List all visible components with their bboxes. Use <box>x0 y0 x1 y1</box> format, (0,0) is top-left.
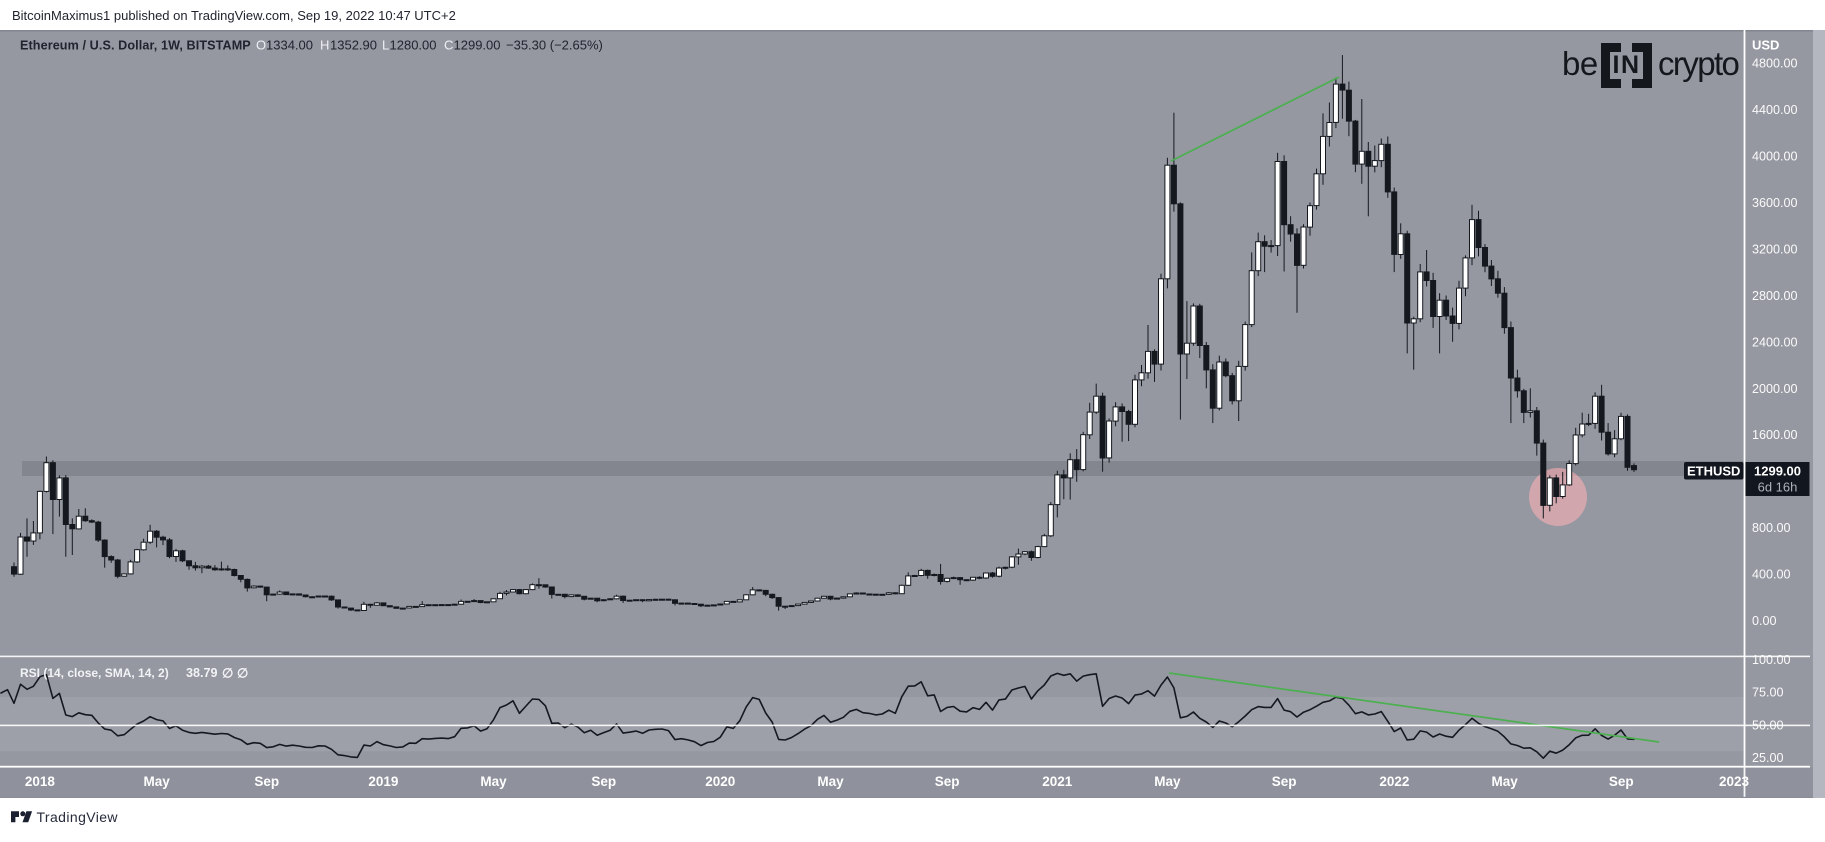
svg-text:Sep: Sep <box>935 774 960 789</box>
svg-text:2019: 2019 <box>368 774 398 789</box>
svg-text:0.00: 0.00 <box>1752 614 1777 628</box>
svg-text:Sep: Sep <box>1272 774 1297 789</box>
svg-text:4800.00: 4800.00 <box>1752 57 1798 71</box>
svg-text:1280.00: 1280.00 <box>390 38 437 53</box>
svg-text:2800.00: 2800.00 <box>1752 289 1798 303</box>
svg-text:2023: 2023 <box>1719 774 1750 789</box>
svg-text:75.00: 75.00 <box>1752 686 1784 700</box>
svg-text:RSI (14, close, SMA, 14, 2): RSI (14, close, SMA, 14, 2) <box>20 666 169 680</box>
svg-text:L: L <box>382 38 389 53</box>
svg-text:2000.00: 2000.00 <box>1752 382 1798 396</box>
svg-text:38.79: 38.79 <box>186 666 218 680</box>
svg-text:∅: ∅ <box>237 666 248 681</box>
svg-text:crypto: crypto <box>1658 45 1739 82</box>
svg-text:H: H <box>320 38 329 53</box>
svg-text:1299.00: 1299.00 <box>454 38 501 53</box>
svg-text:May: May <box>817 774 844 789</box>
svg-text:3200.00: 3200.00 <box>1752 242 1798 256</box>
svg-text:Sep: Sep <box>591 774 616 789</box>
svg-text:4000.00: 4000.00 <box>1752 149 1798 163</box>
svg-text:May: May <box>1154 774 1181 789</box>
svg-text:ETHUSD: ETHUSD <box>1687 464 1740 479</box>
svg-text:1299.00: 1299.00 <box>1754 464 1801 479</box>
svg-text:−35.30 (−2.65%): −35.30 (−2.65%) <box>506 38 603 53</box>
svg-text:800.00: 800.00 <box>1752 521 1791 535</box>
svg-text:4400.00: 4400.00 <box>1752 103 1798 117</box>
svg-text:50.00: 50.00 <box>1752 719 1784 733</box>
svg-text:2021: 2021 <box>1042 774 1073 789</box>
svg-text:O: O <box>256 38 266 53</box>
svg-text:Sep: Sep <box>254 774 279 789</box>
svg-text:1600.00: 1600.00 <box>1752 428 1798 442</box>
svg-text:2018: 2018 <box>25 774 56 789</box>
svg-text:1334.00: 1334.00 <box>266 38 313 53</box>
svg-text:May: May <box>143 774 170 789</box>
svg-text:TradingView: TradingView <box>37 809 119 825</box>
svg-text:C: C <box>444 38 453 53</box>
svg-text:be: be <box>1562 45 1598 82</box>
svg-text:USD: USD <box>1752 38 1779 53</box>
svg-text:1352.90: 1352.90 <box>330 38 377 53</box>
svg-text:2020: 2020 <box>705 774 735 789</box>
svg-text:2022: 2022 <box>1379 774 1409 789</box>
svg-text:6d 16h: 6d 16h <box>1758 480 1798 495</box>
svg-text:25.00: 25.00 <box>1752 751 1784 765</box>
svg-text:May: May <box>1491 774 1518 789</box>
svg-text:400.00: 400.00 <box>1752 568 1791 582</box>
svg-text:Ethereum / U.S. Dollar, 1W, BI: Ethereum / U.S. Dollar, 1W, BITSTAMP <box>20 39 251 53</box>
svg-text:IN: IN <box>1613 51 1641 79</box>
svg-text:Sep: Sep <box>1609 774 1634 789</box>
svg-text:BitcoinMaximus1 published on T: BitcoinMaximus1 published on TradingView… <box>12 8 456 23</box>
svg-text:May: May <box>480 774 507 789</box>
svg-text:100.00: 100.00 <box>1752 653 1791 667</box>
svg-text:∅: ∅ <box>222 666 233 681</box>
svg-text:2400.00: 2400.00 <box>1752 335 1798 349</box>
svg-text:3600.00: 3600.00 <box>1752 196 1798 210</box>
